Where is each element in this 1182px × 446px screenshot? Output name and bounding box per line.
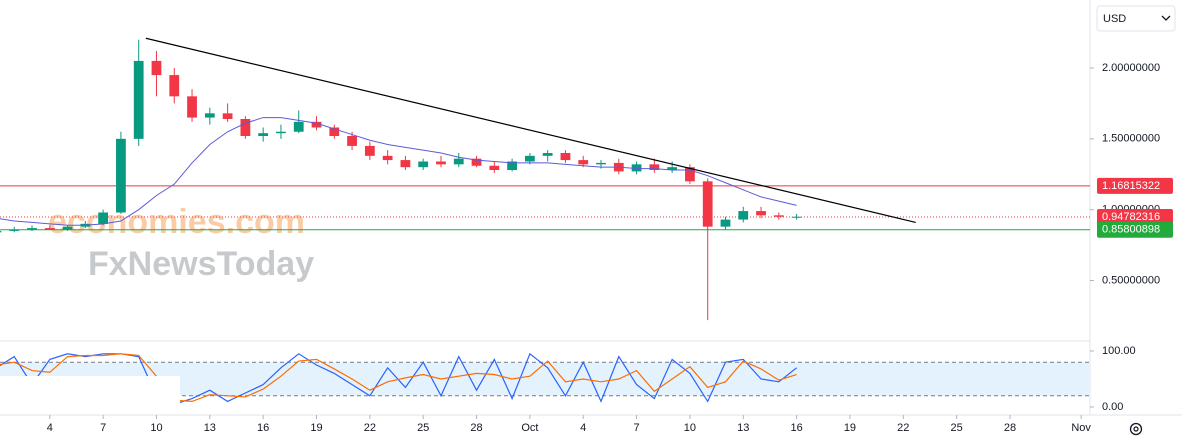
currency-label[interactable]: USD: [1103, 13, 1126, 25]
candle-body: [542, 153, 553, 156]
x-tick-label: 25: [417, 422, 429, 434]
candle-body: [347, 136, 357, 146]
candle-body: [311, 121, 322, 128]
watermark-text: FxNewsToday: [88, 245, 314, 283]
x-tick-label: 10: [150, 422, 162, 434]
candle-body: [116, 138, 126, 213]
candle-body: [400, 160, 411, 168]
x-tick-label: 7: [634, 422, 640, 434]
candle-body: [507, 161, 517, 170]
candle-body: [276, 131, 286, 134]
x-tick-label: 4: [47, 422, 53, 434]
dropdown-arrow[interactable]: [1161, 15, 1171, 21]
candle-body: [382, 155, 393, 161]
oscillator-line: [0, 353, 797, 403]
candle-body: [596, 162, 606, 165]
candle-body: [98, 212, 109, 224]
moving-average-line: [0, 117, 797, 226]
watermark: economies.com FxNewsToday: [48, 203, 314, 283]
x-tick-label: 19: [310, 422, 322, 434]
x-tick-label: 22: [897, 422, 909, 434]
candle-body: [738, 211, 749, 220]
settings-icon[interactable]: [1129, 422, 1143, 436]
candle-body: [27, 228, 37, 230]
candle-body: [649, 164, 660, 170]
candle-body: [702, 181, 713, 227]
x-tick-label: 28: [470, 422, 482, 434]
candle-body: [667, 167, 678, 170]
x-tick-label: Oct: [521, 422, 538, 434]
currency-button[interactable]: [1096, 5, 1176, 32]
candle-body: [222, 113, 233, 119]
candle-body: [293, 121, 304, 132]
candle-body: [720, 219, 731, 227]
y-tick-label: 2.00000000: [1102, 62, 1160, 74]
candle-body: [756, 211, 766, 216]
candle-body: [791, 216, 802, 218]
candle-body: [329, 127, 340, 136]
oscillator-tick-label: 0.00: [1102, 401, 1123, 413]
x-tick-label: 7: [100, 422, 106, 434]
price-level-box: [1097, 209, 1173, 226]
x-tick-label: 10: [684, 422, 696, 434]
candle-body: [240, 119, 251, 136]
x-tick-label: Nov: [1071, 422, 1091, 434]
oscillator-background: [0, 361, 1090, 397]
x-tick-label: 16: [257, 422, 269, 434]
candle-body: [44, 228, 55, 230]
x-tick-label: 28: [1004, 422, 1016, 434]
price-level-label: 0.94782316: [1102, 211, 1160, 223]
x-tick-label: 22: [364, 422, 376, 434]
trendline: [145, 37, 916, 224]
settings-icon-center[interactable]: [1133, 426, 1139, 432]
candle-body: [187, 96, 197, 118]
oscillator-tick-label: 100.00: [1102, 345, 1136, 357]
x-tick-label: 25: [951, 422, 963, 434]
y-tick-label: 0.50000000: [1102, 274, 1160, 286]
candle-body: [773, 215, 784, 217]
overlay-box: [0, 376, 180, 410]
candle-body: [62, 226, 73, 230]
candle-body: [204, 113, 215, 118]
candle-body: [151, 60, 162, 76]
candle-body: [489, 165, 500, 170]
axes: 0.500000001.000000001.500000002.00000000…: [47, 62, 1173, 434]
x-tick-label: 16: [790, 422, 802, 434]
candle-body: [0, 230, 2, 233]
price-level-box: [1097, 177, 1173, 194]
settings-button[interactable]: [1129, 422, 1143, 436]
candle-body: [560, 153, 571, 161]
x-tick-label: 19: [844, 422, 856, 434]
watermark-text: economies.com: [48, 203, 305, 241]
candle-body: [436, 161, 446, 165]
candle-body: [578, 160, 589, 165]
price-level-label: 0.85800898: [1102, 224, 1160, 236]
candle-body: [364, 145, 375, 156]
price-level-box: [1097, 221, 1173, 238]
x-tick-label: 13: [737, 422, 749, 434]
candle-body: [631, 164, 642, 172]
plot-area: [0, 37, 1090, 405]
price-level-label: 1.16815322: [1102, 180, 1160, 192]
y-tick-label: 1.50000000: [1102, 133, 1160, 145]
candle-body: [524, 155, 535, 162]
candle-body: [133, 60, 144, 139]
x-tick-label: 4: [580, 422, 586, 434]
candle-body: [453, 158, 464, 165]
currency-selector[interactable]: USD: [1096, 5, 1176, 32]
candle-body: [258, 133, 269, 136]
candle-body: [418, 161, 429, 168]
candle-body: [471, 158, 482, 166]
candle-body: [685, 167, 695, 182]
x-tick-label: 13: [204, 422, 216, 434]
oscillator-band: [0, 362, 1090, 396]
candle-body: [169, 75, 180, 97]
candle-body: [9, 229, 20, 231]
